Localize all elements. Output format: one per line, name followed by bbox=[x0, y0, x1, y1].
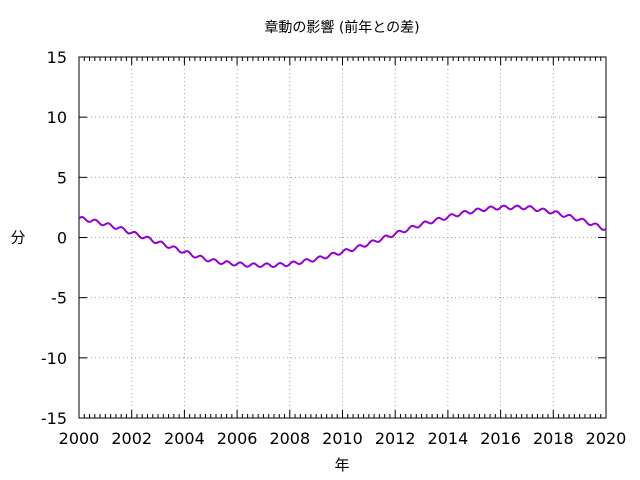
x-tick-labels: 2000 2002 2004 2006 2008 2010 2012 2014 2016 2018… bbox=[59, 429, 627, 448]
x-tick-label: 2006 bbox=[217, 429, 258, 448]
x-tick-label: 2002 bbox=[111, 429, 152, 448]
x-tick-label: 2014 bbox=[428, 429, 469, 448]
x-tick-label: 2018 bbox=[533, 429, 574, 448]
x-tick-label: 2008 bbox=[269, 429, 310, 448]
y-tick-label: 5 bbox=[57, 168, 67, 187]
series-line bbox=[78, 204, 607, 268]
y-tick-labels: -15 -10 -5 0 5 10 15 bbox=[41, 48, 67, 428]
y-tick-label: -15 bbox=[41, 409, 67, 428]
x-tick-label: 2000 bbox=[59, 429, 100, 448]
x-tick-label: 2012 bbox=[375, 429, 416, 448]
y-tick-label: -10 bbox=[41, 349, 67, 368]
chart-title: 章動の影響 (前年との差) bbox=[264, 19, 419, 36]
x-tick-label: 2010 bbox=[322, 429, 363, 448]
y-tick-label: 10 bbox=[47, 108, 67, 127]
x-tick-label: 2016 bbox=[480, 429, 521, 448]
grid-lines bbox=[79, 57, 606, 418]
x-tick-label: 2020 bbox=[586, 429, 627, 448]
y-tick-label: 15 bbox=[47, 48, 67, 67]
y-axis-label: 分 bbox=[10, 229, 25, 247]
y-tick-label: -5 bbox=[51, 289, 67, 308]
y-tick-label: 0 bbox=[57, 229, 67, 248]
x-tick-label: 2004 bbox=[164, 429, 205, 448]
series-layer bbox=[78, 204, 607, 268]
axis-ticks bbox=[78, 56, 607, 419]
x-axis-label: 年 bbox=[334, 456, 349, 474]
